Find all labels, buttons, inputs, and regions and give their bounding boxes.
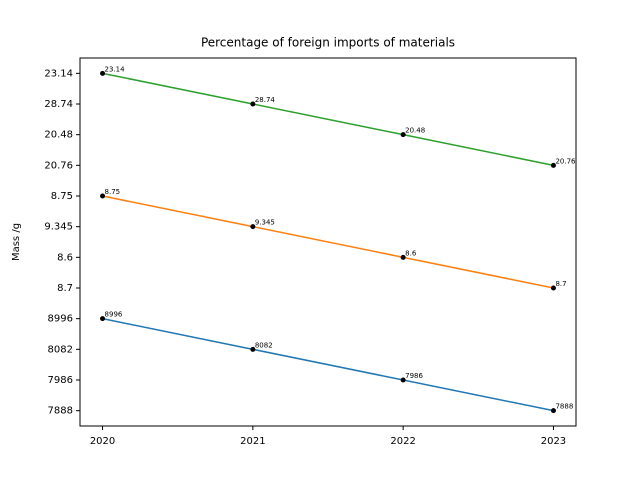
data-point: [550, 285, 556, 291]
data-label: 8082: [255, 341, 273, 349]
y-tick-label: 8082: [48, 344, 73, 355]
data-point: [100, 316, 106, 322]
data-point: [400, 132, 406, 138]
data-label: 7888: [555, 403, 573, 411]
x-tick-label: 2020: [90, 436, 115, 447]
data-label: 23.14: [105, 65, 126, 73]
data-label: 8.7: [555, 280, 566, 288]
x-tick-label: 2022: [390, 436, 415, 447]
y-tick-label: 9.345: [44, 222, 73, 233]
data-point: [250, 224, 256, 230]
data-label: 28.74: [255, 96, 276, 104]
y-tick-label: 7888: [48, 406, 73, 417]
data-point: [250, 346, 256, 352]
data-point: [550, 408, 556, 414]
data-point: [400, 254, 406, 260]
data-label: 7986: [405, 372, 423, 380]
y-tick-label: 28.74: [44, 99, 73, 110]
y-tick-label: 23.14: [44, 68, 73, 79]
y-tick-label: 8.7: [57, 283, 73, 294]
data-point: [100, 70, 106, 76]
chart-title: Percentage of foreign imports of materia…: [201, 36, 455, 50]
y-tick-label: 8.6: [57, 252, 73, 263]
y-tick-label: 8996: [48, 314, 73, 325]
y-tick-label: 20.76: [44, 160, 73, 171]
data-label: 9.345: [255, 219, 275, 227]
data-point: [550, 162, 556, 168]
data-label: 20.48: [405, 127, 425, 135]
y-tick-label: 7986: [48, 375, 73, 386]
y-tick-label: 20.48: [44, 130, 73, 141]
data-label: 8.6: [405, 249, 417, 257]
series-line: [102, 195, 554, 289]
data-point: [100, 193, 106, 199]
y-tick-label: 8.75: [51, 191, 73, 202]
plot-frame: [79, 57, 577, 427]
y-axis-label: Mass /g: [11, 223, 22, 261]
data-label: 8.75: [105, 188, 121, 196]
data-point: [250, 101, 256, 107]
x-tick-label: 2021: [240, 436, 265, 447]
data-point: [400, 377, 406, 383]
series-line: [102, 72, 554, 167]
data-label: 8996: [105, 311, 123, 319]
x-tick-label: 2023: [541, 436, 566, 447]
data-label: 20.76: [555, 157, 576, 165]
series-line: [102, 317, 554, 412]
